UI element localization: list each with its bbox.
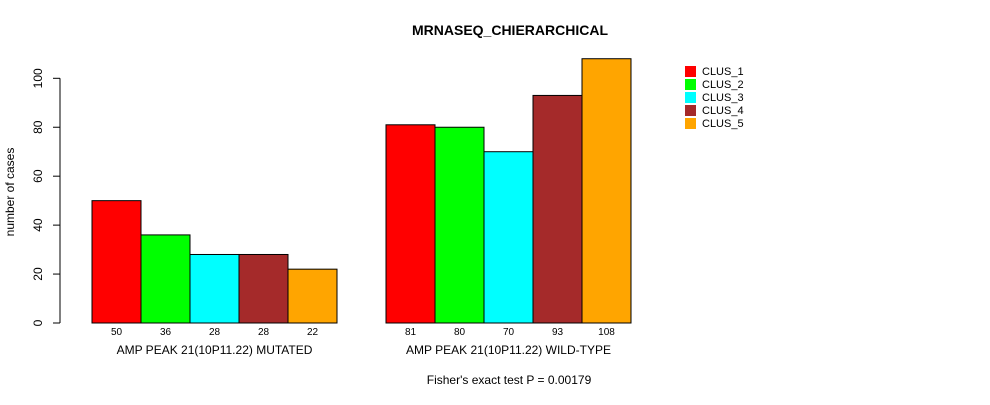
bars-group <box>91 58 632 324</box>
legend-swatch-clus-1 <box>685 66 696 77</box>
group-labels-group: AMP PEAK 21(10P11.22) MUTATED AMP PEAK 21… <box>117 343 611 357</box>
count-label: 36 <box>160 327 172 338</box>
fisher-test-annotation: Fisher's exact test P = 0.00179 <box>427 373 592 387</box>
y-axis-label: number of cases <box>3 148 17 237</box>
count-label: 108 <box>598 327 615 338</box>
y-tick-label: 20 <box>31 267 45 281</box>
legend-swatch-clus-4 <box>685 105 696 116</box>
y-tick-label: 80 <box>31 120 45 134</box>
legend-label: CLUS_4 <box>702 105 744 117</box>
count-label: 28 <box>209 327 221 338</box>
bar-clus-5-group-2 <box>581 58 632 324</box>
count-label: 80 <box>454 327 466 338</box>
bar-clus-1-group-1 <box>91 200 142 324</box>
bar-clus-4-group-1 <box>238 253 289 324</box>
bar-clus-3-group-2 <box>483 151 534 324</box>
count-label: 50 <box>111 327 123 338</box>
legend-label: CLUS_1 <box>702 66 744 78</box>
count-label: 81 <box>405 327 417 338</box>
legend-swatch-clus-5 <box>685 118 696 129</box>
chart-title: MRNASEQ_CHIERARCHICAL <box>412 22 608 38</box>
bar-clus-4-group-2 <box>532 94 583 324</box>
count-label: 70 <box>503 327 515 338</box>
y-tick-label: 0 <box>31 319 45 326</box>
bar-clus-1-group-2 <box>385 124 436 324</box>
bar-clus-2-group-1 <box>140 234 191 324</box>
count-label: 22 <box>307 327 319 338</box>
y-tick-label: 60 <box>31 169 45 183</box>
category-label-2: AMP PEAK 21(10P11.22) WILD-TYPE <box>406 343 611 357</box>
bar-clus-5-group-1 <box>287 268 338 324</box>
count-label: 28 <box>258 327 270 338</box>
y-axis: 0 20 40 60 80 100 <box>31 68 61 326</box>
bar-clus-3-group-1 <box>189 253 240 324</box>
y-tick-label: 40 <box>31 218 45 232</box>
legend-label: CLUS_2 <box>702 79 744 91</box>
count-labels-group: 50 36 28 28 22 81 80 70 93 108 <box>111 327 615 338</box>
y-tick-label: 100 <box>31 68 45 88</box>
bar-clus-2-group-2 <box>434 126 485 324</box>
legend-label: CLUS_3 <box>702 92 744 104</box>
count-label: 93 <box>552 327 564 338</box>
legend-swatch-clus-2 <box>685 79 696 90</box>
category-label-1: AMP PEAK 21(10P11.22) MUTATED <box>117 343 313 357</box>
legend-label: CLUS_5 <box>702 118 744 130</box>
legend-swatch-clus-3 <box>685 92 696 103</box>
